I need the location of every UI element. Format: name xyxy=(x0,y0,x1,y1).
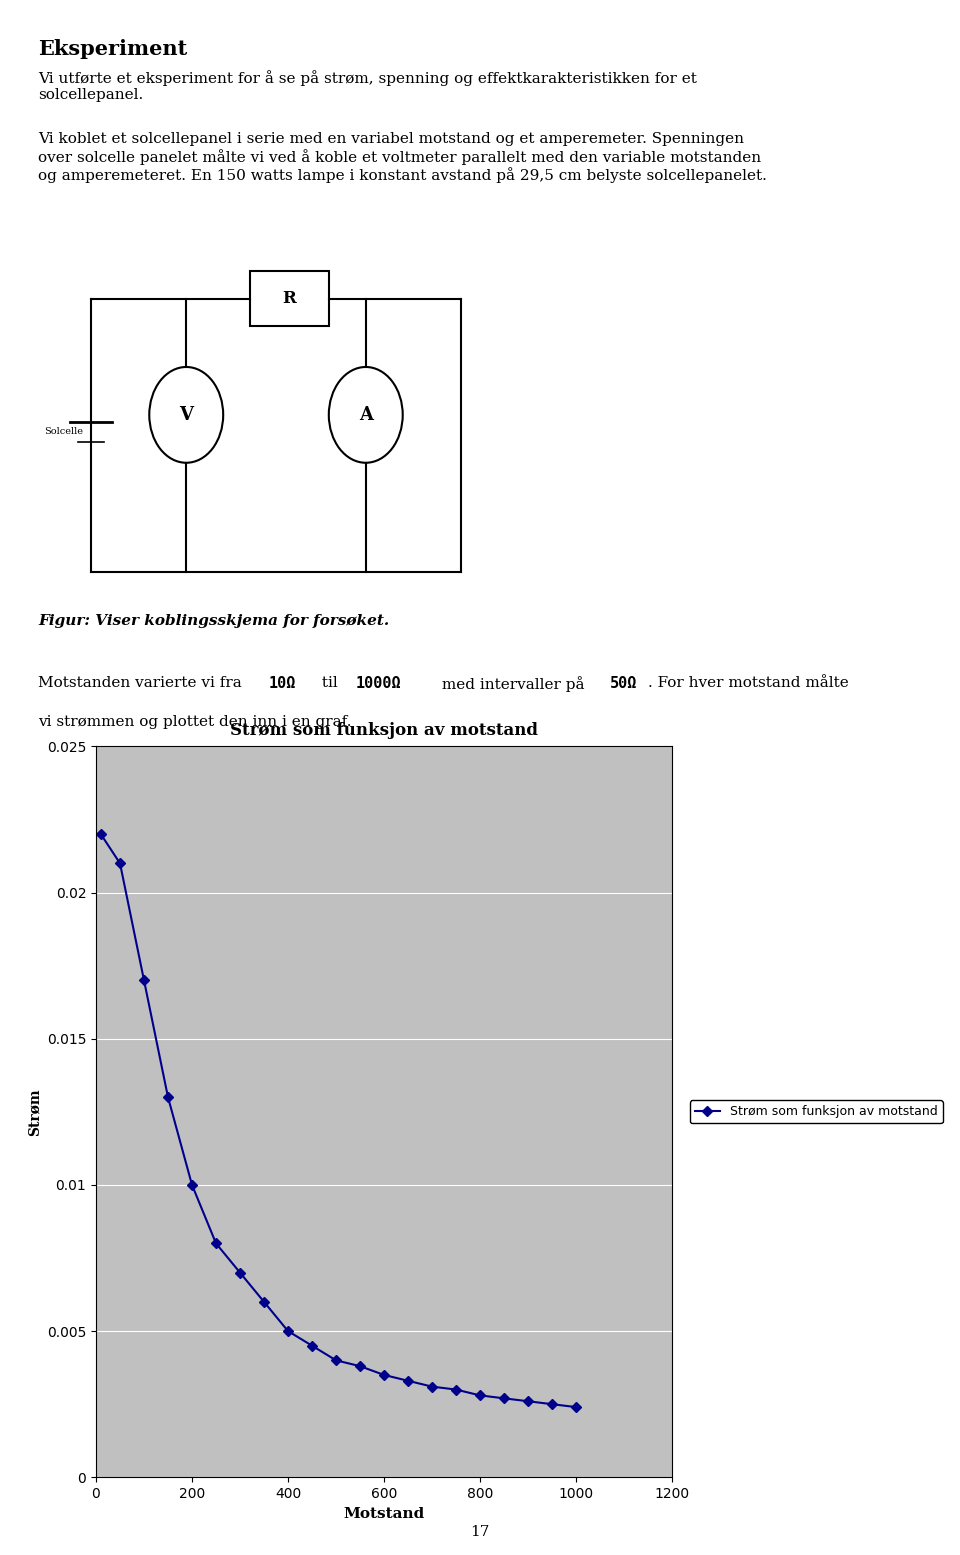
Line: Strøm som funksjon av motstand: Strøm som funksjon av motstand xyxy=(97,830,580,1410)
Text: til: til xyxy=(317,676,343,690)
Strøm som funksjon av motstand xyxy=(450,1381,462,1400)
Text: vi strømmen og plottet den inn i en graf.: vi strømmen og plottet den inn i en graf… xyxy=(38,715,352,729)
Strøm som funksjon av motstand xyxy=(210,1235,222,1253)
Text: Motstanden varierte vi fra: Motstanden varierte vi fra xyxy=(38,676,247,690)
Strøm som funksjon av motstand xyxy=(546,1395,558,1413)
Text: med intervaller på: med intervaller på xyxy=(437,676,589,692)
Strøm som funksjon av motstand xyxy=(378,1365,390,1384)
Strøm som funksjon av motstand xyxy=(330,1351,342,1370)
Text: Figur: Viser koblingsskjema for forsøket.: Figur: Viser koblingsskjema for forsøket… xyxy=(38,614,390,628)
Strøm som funksjon av motstand xyxy=(426,1378,438,1396)
Strøm som funksjon av motstand xyxy=(234,1263,246,1281)
Title: Strøm som funksjon av motstand: Strøm som funksjon av motstand xyxy=(230,722,538,739)
Text: V: V xyxy=(180,406,193,425)
Strøm som funksjon av motstand xyxy=(95,824,107,843)
Strøm som funksjon av motstand xyxy=(114,854,126,872)
Strøm som funksjon av motstand xyxy=(402,1372,414,1390)
Strøm som funksjon av motstand xyxy=(138,970,150,989)
Text: 17: 17 xyxy=(470,1525,490,1539)
Text: . For hver motstand målte: . For hver motstand målte xyxy=(648,676,849,690)
Strøm som funksjon av motstand xyxy=(570,1398,582,1417)
Strøm som funksjon av motstand xyxy=(282,1322,294,1340)
Text: 50Ω: 50Ω xyxy=(610,676,637,692)
Text: A: A xyxy=(359,406,372,425)
Legend: Strøm som funksjon av motstand: Strøm som funksjon av motstand xyxy=(690,1101,943,1123)
Strøm som funksjon av motstand xyxy=(522,1392,534,1410)
X-axis label: Motstand: Motstand xyxy=(344,1507,424,1521)
Text: Eksperiment: Eksperiment xyxy=(38,39,187,59)
Strøm som funksjon av motstand xyxy=(354,1358,366,1376)
Strøm som funksjon av motstand xyxy=(258,1292,270,1311)
Text: Vi utførte et eksperiment for å se på strøm, spenning og effektkarakteristikken : Vi utførte et eksperiment for å se på st… xyxy=(38,70,697,103)
Text: R: R xyxy=(282,291,296,306)
Bar xyxy=(250,271,329,327)
Strøm som funksjon av motstand xyxy=(306,1336,318,1354)
Strøm som funksjon av motstand xyxy=(162,1088,174,1107)
Text: Vi koblet et solcellepanel i serie med en variabel motstand og et amperemeter. S: Vi koblet et solcellepanel i serie med e… xyxy=(38,132,767,183)
Strøm som funksjon av motstand xyxy=(186,1176,198,1194)
Strøm som funksjon av motstand xyxy=(498,1389,510,1407)
Text: 10Ω: 10Ω xyxy=(269,676,297,692)
Text: Solcelle: Solcelle xyxy=(44,428,83,437)
Y-axis label: Strøm: Strøm xyxy=(27,1088,41,1135)
Text: 1000Ω: 1000Ω xyxy=(355,676,401,692)
Strøm som funksjon av motstand xyxy=(474,1386,486,1404)
